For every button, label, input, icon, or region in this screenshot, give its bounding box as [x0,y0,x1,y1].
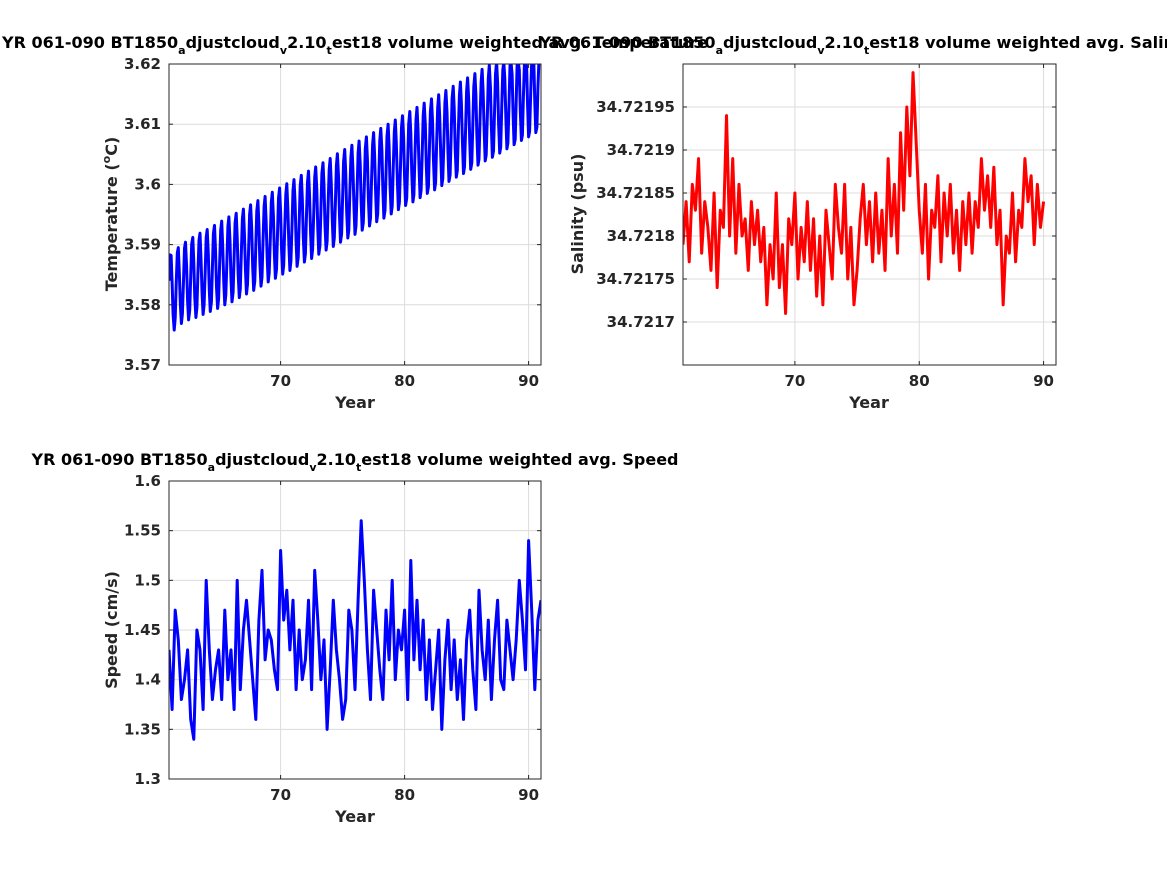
speed-series-line [169,519,541,741]
speed-y-tick-label: 1.5 [134,571,161,589]
salinity-y-tick-label: 34.7218 [607,227,675,245]
salinity-ylabel: Salinity (psu) [568,154,587,275]
temperature-title: YR 061-090 BT1850adjustcloudv2.10test18 … [1,33,708,57]
temperature-y-tick-label: 3.58 [124,296,161,314]
speed-x-tick-label: 80 [394,786,415,804]
temperature-y-tick-label: 3.57 [124,356,161,374]
speed-x-tick-label: 90 [518,786,539,804]
temperature-y-tick-label: 3.61 [124,115,161,133]
salinity-x-tick-label: 70 [784,372,805,390]
salinity-x-tick-label: 90 [1033,372,1054,390]
speed-y-tick-label: 1.3 [134,770,161,788]
salinity-y-tick-label: 34.72175 [596,270,675,288]
temperature-y-tick-label: 3.59 [124,236,161,254]
speed-y-tick-label: 1.45 [124,621,161,639]
salinity-xlabel: Year [848,393,889,412]
temperature-series-line [169,64,541,332]
temperature-ylabel: Temperature (oC) [100,137,121,292]
temperature-xlabel: Year [334,393,375,412]
speed-y-tick-label: 1.35 [124,720,161,738]
salinity-title: YR 061-090 BT1850adjustcloudv2.10test18 … [538,33,1167,57]
speed-x-tick-label: 70 [270,786,291,804]
speed-y-tick-label: 1.4 [134,671,161,689]
salinity-y-tick-label: 34.7219 [607,141,675,159]
speed-ylabel: Speed (cm/s) [102,571,121,689]
salinity-x-tick-label: 80 [909,372,930,390]
speed-xlabel: Year [334,807,375,826]
salinity-series-line [683,71,1046,315]
speed-y-tick-label: 1.55 [124,522,161,540]
salinity-y-tick-label: 34.72195 [596,98,675,116]
temperature-subplot: 70 80 90 3.57 3.58 3.59 3.6 3.61 3.62 YR 061-090… [1,33,708,412]
speed-title: YR 061-090 BT1850adjustcloudv2.10test18 … [31,450,679,474]
temperature-x-tick-label: 70 [270,372,291,390]
temperature-y-tick-label: 3.62 [124,55,161,73]
speed-y-tick-label: 1.6 [134,472,161,490]
speed-subplot: 70 80 90 1.3 1.35 1.4 1.45 1.5 1.55 1.6 YR 061-09… [31,450,679,826]
salinity-y-tick-label: 34.72185 [596,184,675,202]
temperature-x-tick-label: 90 [518,372,539,390]
salinity-y-tick-label: 34.7217 [607,313,675,331]
temperature-x-tick-label: 80 [394,372,415,390]
salinity-axes-box [682,63,1057,366]
temperature-y-tick-label: 3.6 [134,175,161,193]
salinity-subplot: 70 80 90 34.7217 34.72175 34.7218 34.72185 34.7… [538,33,1167,412]
temperature-axes-box [168,63,542,366]
